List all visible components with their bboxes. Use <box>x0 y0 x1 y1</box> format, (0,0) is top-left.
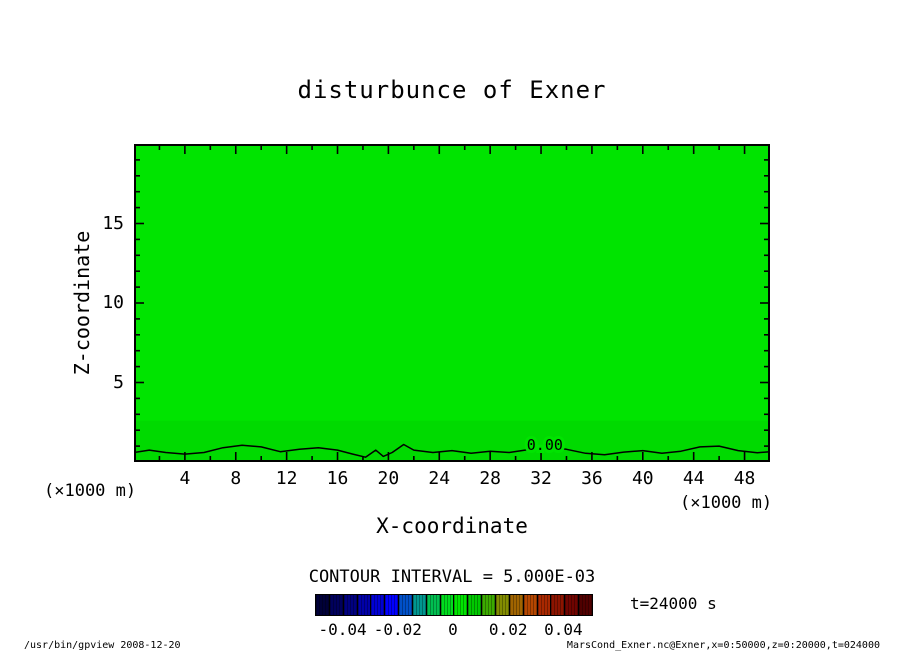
colorbar-segment <box>412 595 427 615</box>
y-tick-label: 10 <box>102 292 124 313</box>
colorbar-tick-label: 0 <box>448 620 458 639</box>
y-tick-label: 15 <box>102 212 124 234</box>
zero-contour-label: 0.00 <box>527 436 563 454</box>
colorbar-segment <box>579 595 592 615</box>
colorbar-segment <box>399 595 413 615</box>
contour-interval-label: CONTOUR INTERVAL = 5.000E-03 <box>308 567 596 587</box>
colorbar-segment <box>482 595 496 615</box>
x-tick-label: 44 <box>682 468 705 489</box>
colorbar-segment <box>343 595 358 615</box>
x-tick-label: 20 <box>377 468 400 489</box>
plot-frame <box>134 144 770 462</box>
y-axis-units: (×1000 m) <box>44 481 137 501</box>
x-tick-label: 12 <box>275 468 298 489</box>
x-tick-label: 28 <box>479 468 501 489</box>
x-tick-label: 24 <box>428 468 451 489</box>
x-tick-label: 4 <box>179 468 191 489</box>
colorbar-segment <box>495 595 510 615</box>
x-tick-label: 16 <box>326 468 349 489</box>
colorbar-segment <box>454 595 469 615</box>
field-fill <box>134 144 770 462</box>
colorbar-tick-label: -0.02 <box>373 620 422 639</box>
x-axis-units: (×1000 m) <box>680 493 773 513</box>
colorbar-segment <box>565 595 580 615</box>
x-tick-label: 32 <box>530 468 552 489</box>
colorbar-segment <box>537 595 552 615</box>
colorbar-segment <box>385 595 400 615</box>
colorbar-segment <box>468 595 483 615</box>
colorbar-segment <box>316 595 330 615</box>
footer-dataset: MarsCond_Exner.nc@Exner,x=0:50000,z=0:20… <box>566 640 880 651</box>
time-label: t=24000 s <box>630 594 717 613</box>
x-tick-label: 8 <box>230 468 242 489</box>
x-tick-label: 36 <box>581 468 603 489</box>
colorbar-tick-label: 0.04 <box>544 620 583 639</box>
colorbar-segment <box>523 595 538 615</box>
colorbar-tick-label: -0.04 <box>318 620 367 639</box>
colorbar-segment <box>551 595 566 615</box>
footer-command: /usr/bin/gpview 2008-12-20 <box>24 640 181 651</box>
y-tick-label: 5 <box>113 371 124 393</box>
colorbar-segment <box>371 595 386 615</box>
contour-plot-canvas: 0.00 <box>133 144 771 462</box>
field-fill-lower-band <box>134 420 770 462</box>
colorbar <box>315 594 593 616</box>
plot-area: 0.00 <box>133 144 771 462</box>
colorbar-segment <box>357 595 372 615</box>
colorbar-tick-label: 0.02 <box>488 620 528 639</box>
colorbar-segment <box>509 595 524 615</box>
x-tick-label: 40 <box>631 468 654 489</box>
chart-title: disturbunce of Exner <box>297 76 607 104</box>
x-axis-label: X-coordinate <box>376 514 528 538</box>
colorbar-segment <box>440 595 455 615</box>
colorbar-segment <box>426 595 441 615</box>
colorbar-segment <box>329 595 344 615</box>
x-tick-label: 48 <box>733 468 756 489</box>
zero-contour-line <box>133 443 771 458</box>
